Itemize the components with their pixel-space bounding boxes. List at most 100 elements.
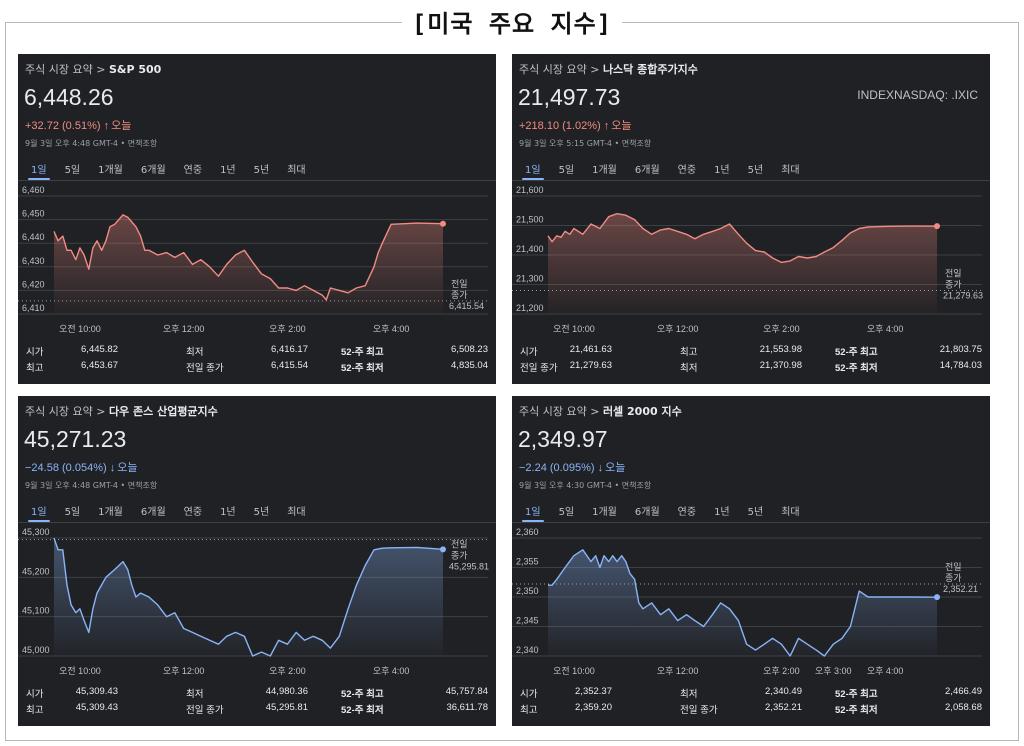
stat-value: 21,461.63 (569, 344, 612, 355)
today-label: 오늘 (605, 462, 626, 474)
change-value: +32.72 (0.51%) (25, 120, 104, 132)
stat-label: 52-주 최저 (835, 363, 878, 374)
disclaimer-link[interactable]: 면책조항 (127, 139, 158, 148)
stat-value: 2,352.37 (575, 686, 612, 697)
range-tab[interactable]: 최대 (287, 507, 306, 518)
range-tab[interactable]: 5년 (253, 165, 270, 176)
stat-value: 21,279.63 (569, 360, 612, 371)
range-tab[interactable]: 5일 (64, 165, 81, 176)
range-tab[interactable]: 1개월 (592, 507, 617, 518)
range-tab[interactable]: 1일 (516, 158, 550, 180)
arrow-up-icon: ↑ (103, 120, 110, 132)
range-tab[interactable]: 1일 (516, 500, 550, 522)
range-tab[interactable]: 5일 (64, 507, 81, 518)
range-tab[interactable]: 1일 (22, 500, 56, 522)
range-tab[interactable]: 최대 (287, 165, 306, 176)
stats-table: 시가 6,445.82 최저 6,416.17 52-주 최고 6,508.23 최고 6,4… (18, 344, 496, 376)
range-tab[interactable]: 6개월 (634, 165, 660, 176)
index-price: 45,271.23 (24, 426, 127, 452)
range-tabs: 1일 5일 1개월 6개월 연중 1년 5년 최대 (22, 158, 315, 180)
arrow-up-icon: ↑ (603, 120, 610, 132)
y-tick-label: 2,350 (516, 586, 539, 596)
stat-value: 2,352.21 (765, 702, 802, 713)
timestamp-text: 9월 3일 오후 4:48 GMT-4 • (25, 481, 128, 490)
range-tab[interactable]: 연중 (677, 507, 697, 518)
range-tab[interactable]: 5일 (558, 507, 575, 518)
range-tab[interactable]: 연중 (677, 165, 697, 176)
stat-label: 시가 (520, 347, 538, 358)
stat-value: 44,980.36 (265, 686, 308, 697)
range-tab[interactable]: 1개월 (592, 165, 617, 176)
prev-close-value: 2,352.21 (943, 584, 978, 594)
range-tab[interactable]: 최대 (781, 507, 800, 518)
stats-row: 최고 6,453.67 전일 종가 6,415.54 52-주 최저 4,835.04 (18, 360, 496, 376)
area-fill (54, 214, 443, 314)
x-tick-label: 오후 12:00 (163, 666, 205, 676)
x-tick-label: 오후 3:00 (815, 666, 852, 676)
x-tick-label: 오후 2:00 (269, 324, 306, 334)
stat-value: 2,058.68 (945, 702, 982, 713)
price-change: +218.10 (1.02%) ↑ 오늘 (519, 117, 631, 133)
range-tab[interactable]: 최대 (781, 165, 800, 176)
range-tab[interactable]: 1년 (714, 165, 730, 176)
stat-label: 최고 (520, 705, 538, 716)
y-tick-label: 6,420 (22, 279, 45, 289)
stat-value: 6,445.82 (81, 344, 118, 355)
range-tabs: 1일 5일 1개월 6개월 연중 1년 5년 최대 (516, 500, 809, 522)
disclaimer-link[interactable]: 면책조항 (621, 139, 652, 148)
index-card: 주식 시장 요약 > S&P 500 6,448.26 +32.72 (0.51%)… (18, 54, 496, 384)
range-tab[interactable]: 6개월 (634, 507, 660, 518)
x-tick-label: 오후 2:00 (763, 666, 800, 676)
today-label: 오늘 (611, 120, 632, 132)
stats-row: 전일 종가 21,279.63 최저 21,370.98 52-주 최저 14,784.0… (512, 360, 990, 376)
change-value: −2.24 (0.095%) (519, 462, 598, 474)
index-card: 주식 시장 요약 > 러셀 2000 지수 2,349.97 −2.24 (0.09… (512, 396, 990, 726)
range-tab[interactable]: 5년 (747, 507, 764, 518)
breadcrumb[interactable]: 주식 시장 요약 > 다우 존스 산업평균지수 (25, 403, 218, 419)
breadcrumb[interactable]: 주식 시장 요약 > 러셀 2000 지수 (519, 403, 682, 419)
series-line (53, 537, 444, 657)
disclaimer-link[interactable]: 면책조항 (621, 481, 652, 490)
index-name: 나스닥 종합주가지수 (602, 63, 698, 76)
y-tick-label: 6,460 (22, 186, 45, 195)
timestamp: 9월 3일 오후 4:48 GMT-4 • 면책조항 (25, 138, 157, 149)
prev-close-label: 전일 (945, 269, 962, 279)
range-tab[interactable]: 6개월 (140, 165, 166, 176)
range-tab[interactable]: 1년 (220, 165, 236, 176)
index-card: 주식 시장 요약 > 나스닥 종합주가지수 21,497.73 INDEXNASDA… (512, 54, 990, 384)
range-tab[interactable]: 연중 (183, 507, 203, 518)
range-tab[interactable]: 1일 (22, 158, 56, 180)
timestamp: 9월 3일 오후 4:30 GMT-4 • 면책조항 (519, 480, 651, 491)
range-tab[interactable]: 5년 (253, 507, 270, 518)
stat-label: 52-주 최고 (341, 689, 384, 700)
breadcrumb[interactable]: 주식 시장 요약 > S&P 500 (25, 61, 161, 77)
stat-value: 21,803.75 (939, 344, 982, 355)
range-tab[interactable]: 1년 (220, 507, 236, 518)
range-tabs: 1일 5일 1개월 6개월 연중 1년 5년 최대 (22, 500, 315, 522)
range-tab[interactable]: 1개월 (98, 165, 123, 176)
stat-label: 최고 (26, 363, 44, 374)
range-tab[interactable]: 6개월 (140, 507, 166, 518)
range-tab[interactable]: 5년 (747, 165, 764, 176)
tab-divider (512, 180, 990, 181)
price-change: −2.24 (0.095%) ↓ 오늘 (519, 459, 625, 475)
range-tab[interactable]: 연중 (183, 165, 203, 176)
stat-label: 전일 종가 (520, 363, 558, 374)
timestamp: 9월 3일 오후 5:15 GMT-4 • 면책조항 (519, 138, 651, 149)
stat-label: 최저 (186, 347, 204, 358)
stats-table: 시가 45,309.43 최저 44,980.36 52-주 최고 45,757.84 최고… (18, 686, 496, 718)
range-tab[interactable]: 1개월 (98, 507, 123, 518)
disclaimer-link[interactable]: 면책조항 (127, 481, 158, 490)
breadcrumb-prefix: 주식 시장 요약 > (25, 63, 109, 76)
y-tick-label: 45,200 (22, 566, 50, 576)
breadcrumb[interactable]: 주식 시장 요약 > 나스닥 종합주가지수 (519, 61, 698, 77)
prev-close-value: 21,279.63 (943, 291, 983, 301)
x-tick-label: 오후 12:00 (163, 324, 205, 334)
area-fill (548, 213, 937, 314)
x-tick-label: 오후 2:00 (269, 666, 306, 676)
range-tab[interactable]: 1년 (714, 507, 730, 518)
range-tab[interactable]: 5일 (558, 165, 575, 176)
last-point-marker (934, 594, 940, 601)
stat-label: 52-주 최고 (341, 347, 384, 358)
stat-value: 45,309.43 (75, 686, 118, 697)
